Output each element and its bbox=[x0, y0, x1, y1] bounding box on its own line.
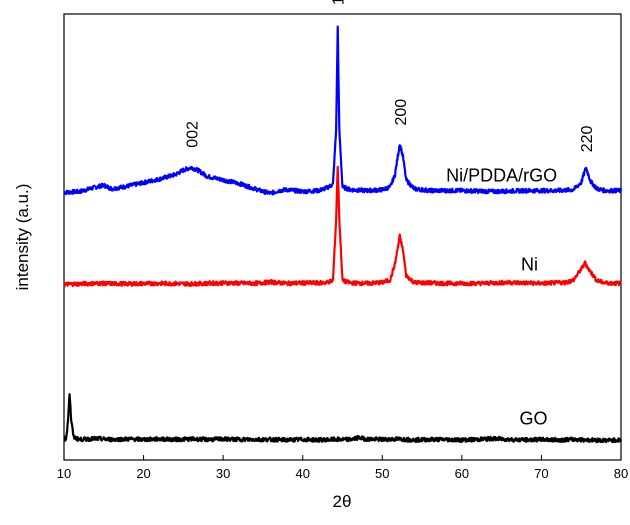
series-name-label: Ni bbox=[521, 255, 538, 275]
series-layer bbox=[62, 25, 623, 444]
x-axis-title: 2θ bbox=[333, 492, 352, 511]
x-tick-label: 30 bbox=[216, 466, 230, 481]
x-tick-label: 70 bbox=[534, 466, 548, 481]
x-tick-label: 40 bbox=[295, 466, 309, 481]
series-line-ni-pdda-rgo bbox=[63, 25, 623, 196]
plot-frame bbox=[63, 13, 622, 461]
x-tick-label: 20 bbox=[136, 466, 150, 481]
x-tick-label: 50 bbox=[375, 466, 389, 481]
x-tick-label: 80 bbox=[614, 466, 628, 481]
series-line-ni bbox=[62, 165, 622, 288]
series-line-go bbox=[63, 393, 623, 444]
annotation-layer: 002 111 200 220 Ni/PDDA/rGO Ni GO bbox=[184, 0, 596, 428]
series-name-label: Ni/PDDA/rGO bbox=[446, 165, 557, 185]
y-axis-title: intensity (a.u.) bbox=[13, 184, 32, 291]
peak-index-label: 200 bbox=[393, 99, 410, 126]
series-name-label: GO bbox=[519, 408, 547, 428]
x-axis-ticks: 10 20 30 40 50 60 70 80 bbox=[57, 455, 628, 481]
x-tick-label: 10 bbox=[57, 466, 71, 481]
peak-index-label: 002 bbox=[184, 121, 201, 148]
x-tick-label: 60 bbox=[455, 466, 469, 481]
peak-index-label: 111 bbox=[331, 0, 348, 5]
peak-index-label: 220 bbox=[579, 126, 596, 153]
